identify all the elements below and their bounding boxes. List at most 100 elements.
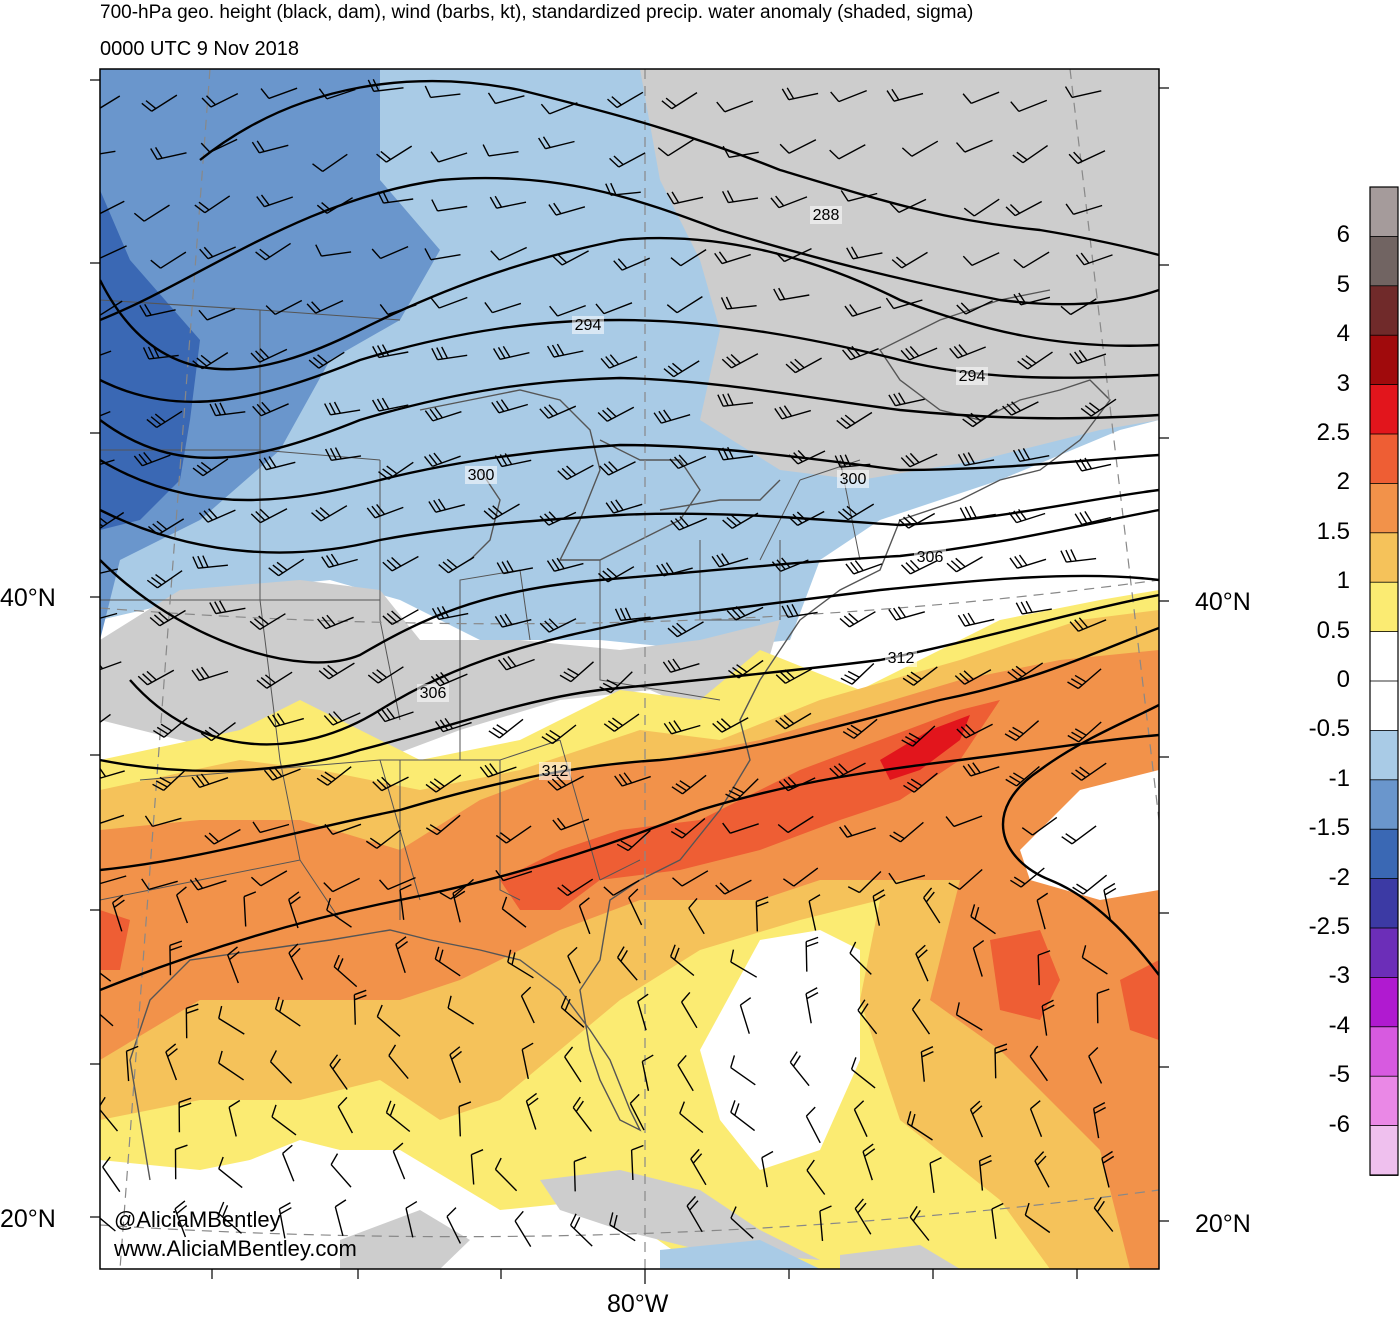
wind-barb-stroke <box>324 401 361 416</box>
wind-barb <box>100 607 118 623</box>
wind-barb <box>1021 816 1058 836</box>
colorbar-swatch <box>1369 235 1399 287</box>
wind-barb <box>1080 398 1117 417</box>
wind-barb-stroke <box>366 504 404 519</box>
wind-barb <box>994 1043 1008 1079</box>
wind-barb-stroke <box>605 499 643 514</box>
credit-website: www.AliciaMBentley.com <box>114 1236 357 1261</box>
wind-barb-stroke <box>850 1057 876 1089</box>
wind-barb <box>690 1148 707 1186</box>
wind-barb-stroke <box>378 461 414 480</box>
wind-barb-stroke <box>578 897 591 935</box>
contour-label-312-east: 312 <box>888 650 915 667</box>
wind-barb <box>806 1159 826 1195</box>
wind-barb <box>669 454 707 470</box>
wind-barb <box>424 248 461 261</box>
wind-barb-stroke <box>144 815 182 828</box>
wind-barb <box>962 252 1000 267</box>
wind-barb <box>388 1044 409 1080</box>
wind-barb <box>198 308 236 321</box>
wind-barb-stroke <box>806 1159 826 1195</box>
wind-barb <box>192 458 229 477</box>
wind-barb <box>629 1093 645 1131</box>
contour-label-group: 288 294 294 300 300 306 306 312 312 <box>417 206 988 780</box>
wind-barb-stroke <box>209 402 246 417</box>
wind-barb <box>447 995 474 1025</box>
wind-barb-stroke <box>483 503 520 520</box>
wind-barb-stroke <box>771 557 809 572</box>
wind-barb <box>886 88 924 102</box>
wind-barb <box>218 1050 244 1081</box>
wind-barb <box>770 195 808 209</box>
wind-barb <box>779 139 817 154</box>
wind-barb <box>282 1144 295 1182</box>
wind-barb-stroke <box>321 553 358 568</box>
wind-barb-stroke <box>1010 867 1045 888</box>
wind-barb-stroke <box>265 299 303 316</box>
wind-barb <box>714 251 751 265</box>
colorbar-swatch <box>1369 384 1399 435</box>
wind-barb-stroke <box>949 344 986 359</box>
wind-barb <box>539 404 577 419</box>
wind-barb-stroke <box>1074 457 1112 472</box>
wind-barb <box>788 450 826 465</box>
contour-label-halo <box>417 684 449 702</box>
wind-barb <box>1036 892 1049 930</box>
wind-barb-stroke <box>194 195 231 214</box>
wind-barb <box>146 570 183 589</box>
wind-barb-stroke <box>819 1205 832 1241</box>
wind-barb <box>603 879 640 896</box>
wind-barb-stroke <box>564 1046 582 1083</box>
wind-barb-stroke <box>201 92 239 108</box>
wind-barb-stroke <box>1012 145 1048 164</box>
wind-barb-stroke <box>888 872 926 885</box>
wind-barb-stroke <box>142 345 179 360</box>
wind-barb-stroke <box>125 1045 139 1082</box>
wind-barb-stroke <box>100 873 127 885</box>
wind-barb-stroke <box>567 946 581 984</box>
wind-barb <box>716 100 754 113</box>
wind-barb <box>569 1213 593 1247</box>
wind-barb <box>1013 251 1050 269</box>
wind-barb <box>1060 298 1097 316</box>
wind-barb <box>256 671 293 689</box>
wind-barb-stroke <box>1103 882 1117 920</box>
wind-barb <box>141 878 178 891</box>
wind-barb-stroke <box>1008 508 1046 524</box>
wind-barb-stroke <box>324 447 362 462</box>
wind-barb-stroke <box>923 887 941 924</box>
height-contours <box>100 79 1159 992</box>
wind-barb-stroke <box>603 713 640 732</box>
wind-barb <box>514 1210 532 1247</box>
wind-barb-stroke <box>1007 662 1044 681</box>
wind-barb-stroke <box>424 407 462 422</box>
wind-barb <box>829 762 866 778</box>
wind-barb <box>1067 668 1102 690</box>
wind-barb <box>423 452 461 468</box>
colorbar-swatch <box>1369 1125 1399 1176</box>
wind-barb-stroke <box>609 1212 636 1242</box>
wind-barb <box>430 296 468 309</box>
wind-barb-stroke <box>900 452 938 468</box>
wind-barb-stroke <box>449 1046 462 1084</box>
wind-barb-stroke <box>255 242 291 261</box>
wind-barb-stroke <box>495 825 532 844</box>
contour-label-halo <box>810 206 842 224</box>
wind-barb <box>679 1101 704 1134</box>
wind-barb <box>260 87 298 100</box>
wind-barb <box>1065 203 1103 215</box>
wind-barb <box>439 878 474 900</box>
shade-anomaly-2-5 <box>880 715 970 780</box>
wind-barb <box>191 666 229 682</box>
wind-barb-stroke <box>653 409 691 424</box>
wind-barb <box>312 153 348 172</box>
wind-barb-stroke <box>1029 1045 1048 1082</box>
wind-barb-stroke <box>379 303 417 316</box>
wind-barb-stroke <box>495 869 533 882</box>
wind-barb-stroke <box>629 1093 645 1131</box>
wind-barb-stroke <box>641 1054 654 1091</box>
wind-barb <box>548 202 586 216</box>
wind-barb <box>962 762 1000 777</box>
wind-barb <box>959 505 996 520</box>
wind-barb-stroke <box>775 712 812 730</box>
